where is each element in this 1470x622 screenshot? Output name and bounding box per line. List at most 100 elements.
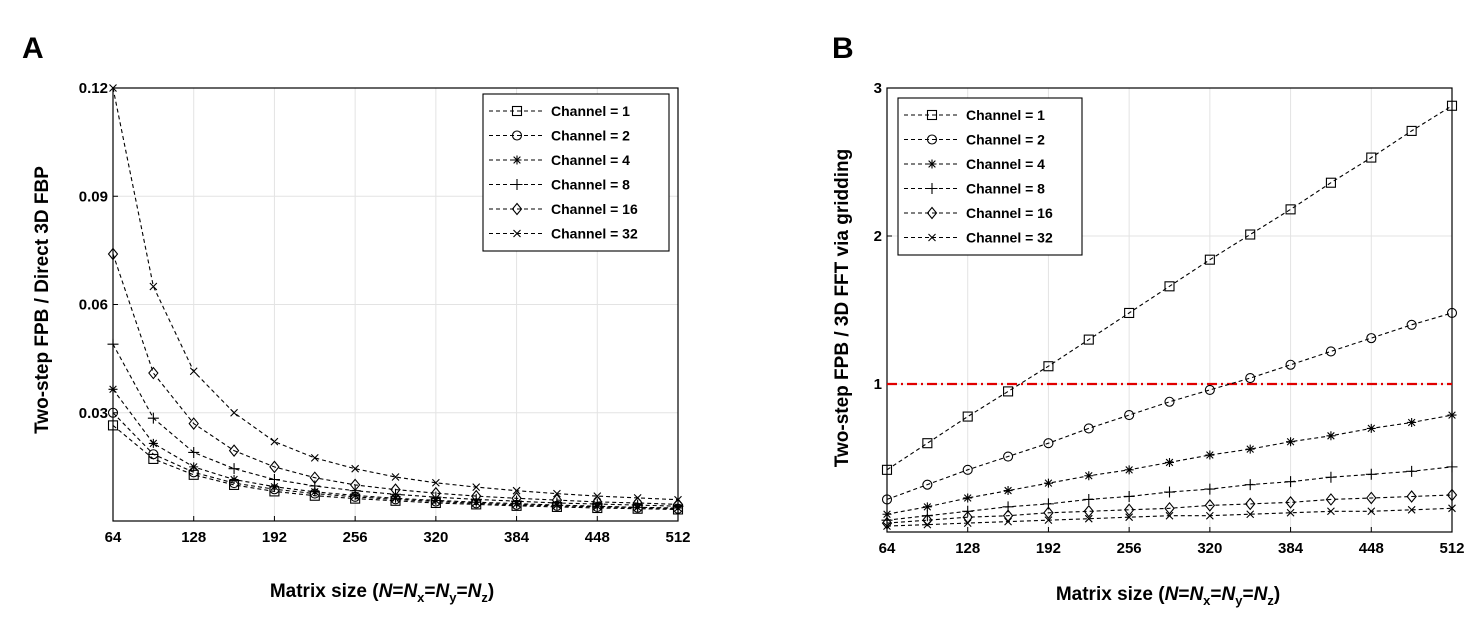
data-point: [1366, 333, 1377, 344]
data-point: [147, 412, 159, 424]
data-point: [1123, 490, 1135, 502]
data-point: [593, 492, 602, 500]
data-point: [1406, 465, 1418, 477]
series-a-4: [107, 247, 684, 511]
data-point: [1125, 513, 1134, 522]
data-point: [1043, 506, 1054, 520]
data-point: [1325, 177, 1336, 188]
data-point: [1084, 514, 1093, 523]
data-point: [1084, 471, 1094, 481]
y-tick-label: 3: [874, 80, 882, 97]
legend-label: Channel = 4: [966, 156, 1045, 172]
data-point: [674, 495, 682, 504]
data-point: [228, 444, 240, 458]
legend-label: Channel = 2: [551, 128, 630, 144]
data-point: [1124, 410, 1135, 421]
data-point: [1245, 373, 1256, 384]
series-line: [112, 412, 679, 510]
data-point: [109, 84, 117, 92]
x-tick-label: 384: [1278, 540, 1304, 557]
legend-box: [482, 93, 670, 252]
plot-frame-b: [886, 87, 1453, 533]
data-point: [922, 479, 933, 490]
data-point: [1245, 229, 1256, 240]
data-point: [391, 473, 400, 481]
legend-swatch-marker: [926, 134, 938, 145]
x-tick-label: 384: [504, 529, 530, 546]
series-b-1: [881, 307, 1458, 505]
legend-label: Channel = 16: [551, 201, 638, 217]
data-point: [310, 487, 320, 497]
data-point: [1365, 468, 1377, 480]
y-tick-label: 0.03: [79, 405, 108, 422]
x-axis-label-b: Matrix size (N=Nx=Ny=Nz): [1056, 584, 1280, 608]
series-b-2: [882, 410, 1457, 519]
legend-label: Channel = 16: [966, 205, 1053, 221]
series-line: [886, 494, 1453, 524]
data-point: [1325, 471, 1337, 483]
series-b-4: [881, 488, 1458, 530]
data-point: [1004, 517, 1012, 526]
x-tick-label: 192: [262, 529, 287, 546]
data-point: [107, 247, 119, 261]
y-axis-label-b: Two-step FPB / 3D FFT via gridding: [832, 149, 853, 467]
panel-label-b: B: [832, 32, 854, 65]
series-b-3: [881, 461, 1458, 526]
data-point: [1325, 346, 1336, 357]
data-point: [511, 491, 522, 505]
data-point: [923, 520, 932, 529]
data-point: [1043, 361, 1054, 372]
series-line: [112, 87, 679, 501]
series-line: [886, 312, 1453, 500]
data-point: [1083, 423, 1094, 434]
legend-label: Channel = 8: [551, 177, 630, 193]
data-point: [1406, 125, 1417, 136]
data-point: [1204, 254, 1215, 265]
data-point: [430, 491, 442, 503]
y-tick-label: 0.06: [79, 297, 108, 314]
data-point: [229, 475, 239, 485]
legend-swatch-marker: [511, 179, 523, 190]
data-point: [1286, 508, 1295, 517]
data-point: [962, 411, 973, 422]
x-tick-label: 512: [1439, 540, 1464, 557]
data-point: [1448, 504, 1456, 513]
data-point: [1366, 423, 1376, 433]
data-point: [1406, 490, 1417, 503]
y-axis-label-a: Two-step FPB / Direct 3D FBP: [32, 166, 53, 434]
legend-swatch-marker: [926, 109, 938, 121]
data-point: [1204, 483, 1216, 495]
data-point: [882, 509, 892, 519]
data-point: [1367, 507, 1376, 516]
data-point: [472, 483, 481, 491]
data-point: [390, 483, 401, 496]
x-tick-label: 128: [181, 529, 206, 546]
y-tick-label: 0.09: [79, 188, 108, 205]
series-line: [112, 388, 679, 509]
legend-swatch-marker: [511, 105, 523, 117]
x-tick-label: 128: [955, 540, 980, 557]
data-point: [922, 513, 933, 527]
data-point: [189, 367, 198, 376]
legend-label: Channel = 4: [551, 152, 630, 168]
data-point: [188, 446, 200, 458]
legend-swatch-marker: [927, 159, 937, 169]
x-tick-label: 320: [1197, 540, 1222, 557]
legend-swatch-marker: [926, 183, 938, 194]
series-a-5: [109, 84, 682, 504]
data-point: [512, 486, 521, 495]
data-point: [108, 384, 118, 394]
data-point: [922, 438, 933, 449]
data-point: [1043, 478, 1053, 488]
data-point: [349, 478, 361, 492]
data-point: [230, 408, 238, 417]
data-point: [592, 495, 603, 509]
data-point: [963, 493, 973, 503]
legend-label: Channel = 2: [966, 132, 1045, 148]
data-point: [188, 417, 199, 430]
legend-label: Channel = 1: [551, 103, 630, 119]
x-axis-label-a: Matrix size (N=Nx=Ny=Nz): [270, 581, 494, 605]
data-point: [269, 482, 279, 492]
